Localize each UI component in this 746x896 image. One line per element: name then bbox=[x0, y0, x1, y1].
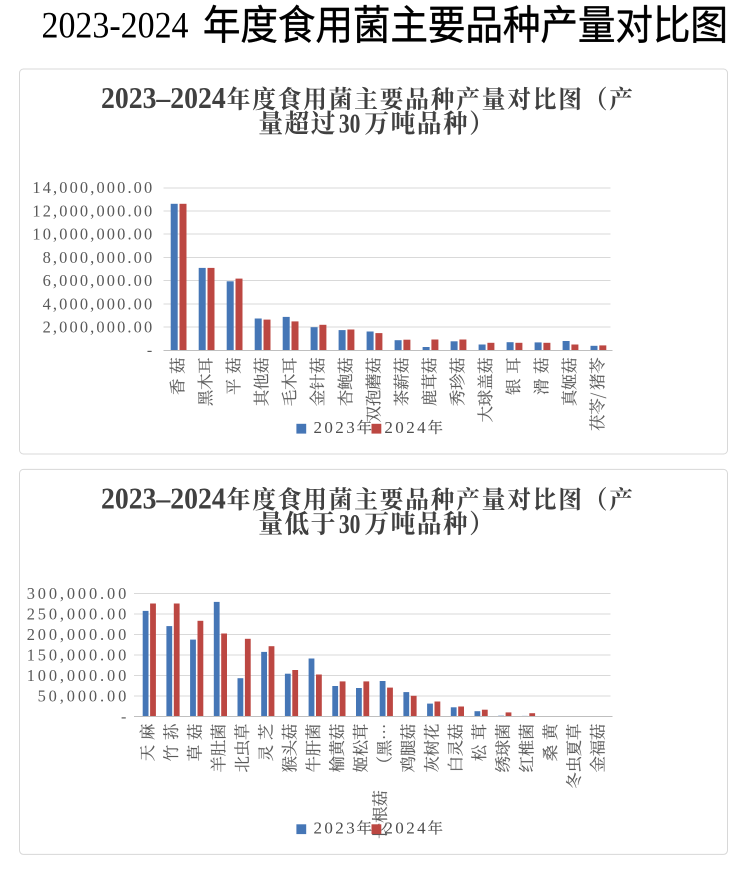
svg-text:2024: 2024 bbox=[384, 819, 428, 838]
svg-text:8,000,000.00: 8,000,000.00 bbox=[43, 248, 153, 267]
svg-text:30: 30 bbox=[339, 509, 361, 539]
svg-text:10,000,000.00: 10,000,000.00 bbox=[32, 225, 152, 244]
svg-text:12,000,000.00: 12,000,000.00 bbox=[32, 201, 152, 220]
svg-text:2023: 2023 bbox=[314, 819, 358, 838]
svg-text:2023–2024: 2023–2024 bbox=[101, 480, 226, 515]
svg-text:14,000,000.00: 14,000,000.00 bbox=[32, 178, 152, 197]
svg-text:2023: 2023 bbox=[314, 418, 358, 437]
svg-text:6,000,000.00: 6,000,000.00 bbox=[43, 271, 153, 290]
svg-text:2023-2024: 2023-2024 bbox=[42, 5, 189, 46]
svg-text:2,000,000.00: 2,000,000.00 bbox=[43, 318, 153, 337]
svg-text:50,000.00: 50,000.00 bbox=[38, 687, 127, 706]
svg-text:2024: 2024 bbox=[384, 418, 428, 437]
svg-text:-: - bbox=[147, 342, 152, 359]
svg-text:-: - bbox=[121, 708, 126, 725]
svg-text:2023–2024: 2023–2024 bbox=[101, 80, 226, 115]
svg-text:30: 30 bbox=[339, 109, 361, 139]
svg-text:4,000,000.00: 4,000,000.00 bbox=[43, 294, 153, 313]
